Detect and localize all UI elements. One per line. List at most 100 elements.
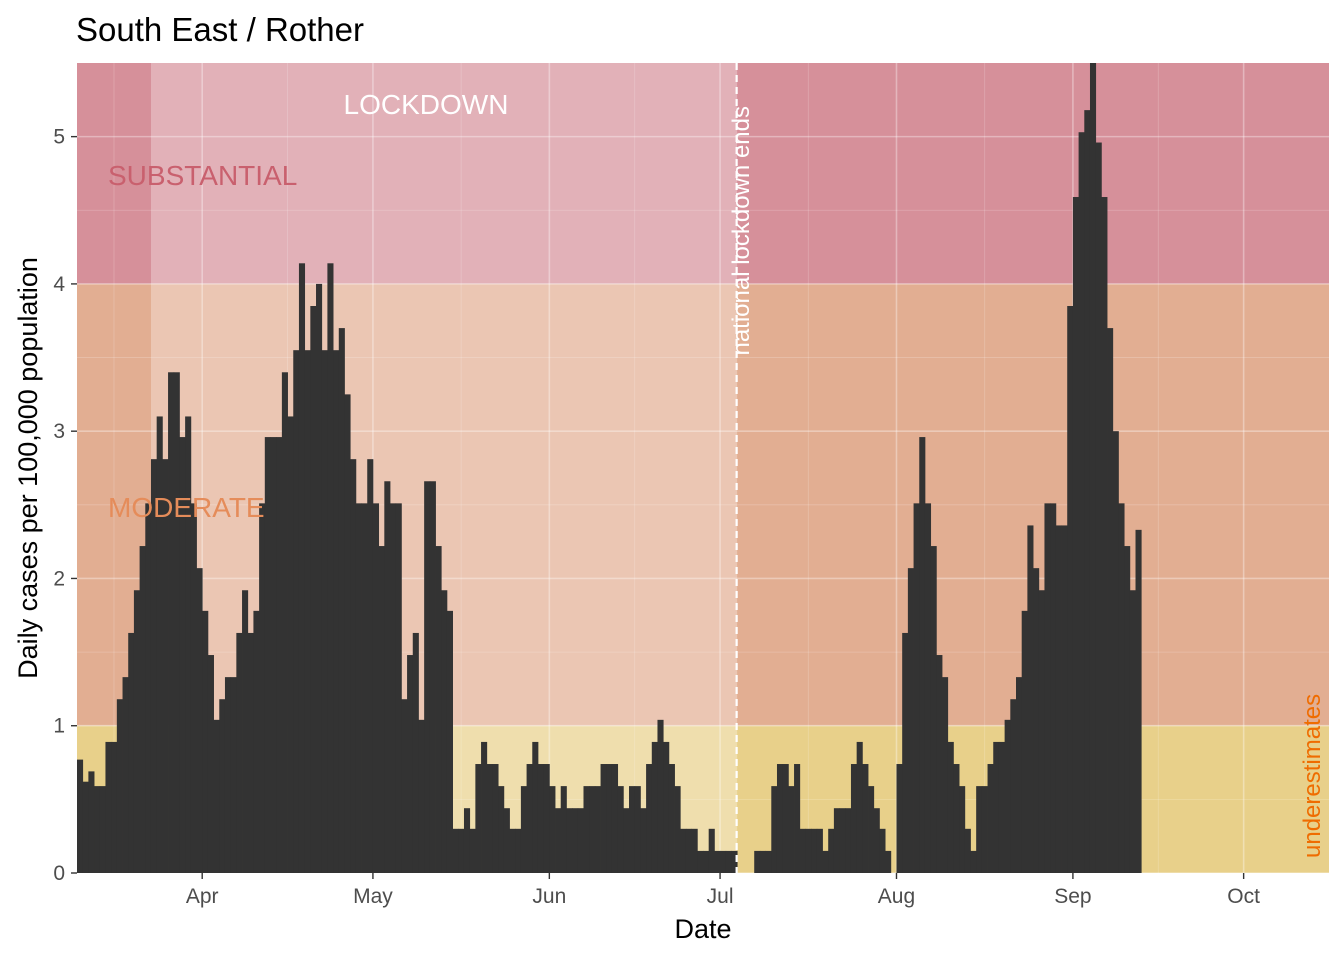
bar [395,503,402,873]
bar [913,503,920,873]
bar [646,764,653,873]
bar [469,828,476,873]
bar [122,677,129,873]
bar [970,850,977,873]
bar [264,437,271,873]
bar [333,350,340,873]
bar [458,828,465,873]
bar [139,546,146,873]
bar [981,786,988,873]
plot-panel [77,63,1329,874]
bar [953,764,960,873]
bar [1044,503,1051,873]
bar [452,828,459,873]
bar [1112,431,1119,873]
bar [1010,699,1017,873]
bar [418,719,425,873]
bar [850,764,858,873]
bar [213,719,220,873]
bar [105,741,112,873]
bar [224,677,232,873]
y-tick-label: 3 [53,420,65,443]
chart-title: South East / Rother [76,11,364,48]
bar [503,808,510,873]
bars [77,63,1142,874]
bar [703,850,710,873]
bar [902,632,909,873]
bar [725,850,732,873]
bar [1078,132,1085,873]
bar [446,610,453,873]
bar [629,786,636,873]
bar [327,263,334,874]
bar [247,632,254,873]
bar [617,786,624,873]
underestimates-label: underestimates [1299,694,1326,858]
bar [828,828,835,873]
bar [372,503,380,873]
x-tick-label: Oct [1227,885,1260,908]
bar [822,850,829,873]
bar [173,372,180,873]
bar [378,546,385,873]
bar [435,546,442,873]
bar [987,764,994,873]
bar [281,372,288,873]
bar [924,503,932,873]
bar [845,808,852,873]
bar [424,481,431,873]
bar [361,503,368,873]
bar [833,808,840,873]
bar [463,808,471,873]
x-tick-label: Jul [707,885,734,908]
bar [287,416,294,873]
x-tick-label: May [353,885,393,908]
y-tick-label: 0 [53,862,65,885]
bar [475,764,482,873]
x-tick-label: Jun [532,885,566,908]
bar [759,850,766,873]
bar [344,394,351,873]
bar [111,741,118,873]
bar [1038,590,1045,873]
bar [486,764,493,873]
bar [606,764,613,873]
bar [942,677,949,873]
bar [168,372,175,873]
bar [782,764,789,873]
bar [611,764,619,873]
bar [321,350,328,873]
bar [1072,197,1079,873]
x-tick-label: Aug [878,885,915,908]
bar [128,632,135,873]
bar [936,655,943,873]
bar [77,759,84,873]
bar [520,786,527,873]
x-tick-label: Apr [186,885,219,908]
bar [350,459,357,873]
bar [964,828,971,873]
bar [691,828,698,873]
bar [714,850,721,873]
bar [276,437,283,873]
bar [1107,328,1114,873]
bar [1084,110,1091,874]
bar [219,699,226,873]
bar [1021,610,1028,873]
y-tick-label: 5 [53,126,65,149]
bar [907,568,914,873]
bar [788,786,795,873]
bar [947,741,954,873]
bar [185,416,192,873]
bar [794,764,801,873]
bar [429,481,436,873]
bar [600,764,607,873]
bar [1055,525,1062,873]
bar [543,764,550,873]
bar [526,764,533,873]
bar [190,503,197,873]
bar [304,350,311,873]
bar [1050,503,1057,873]
bar [532,741,539,873]
